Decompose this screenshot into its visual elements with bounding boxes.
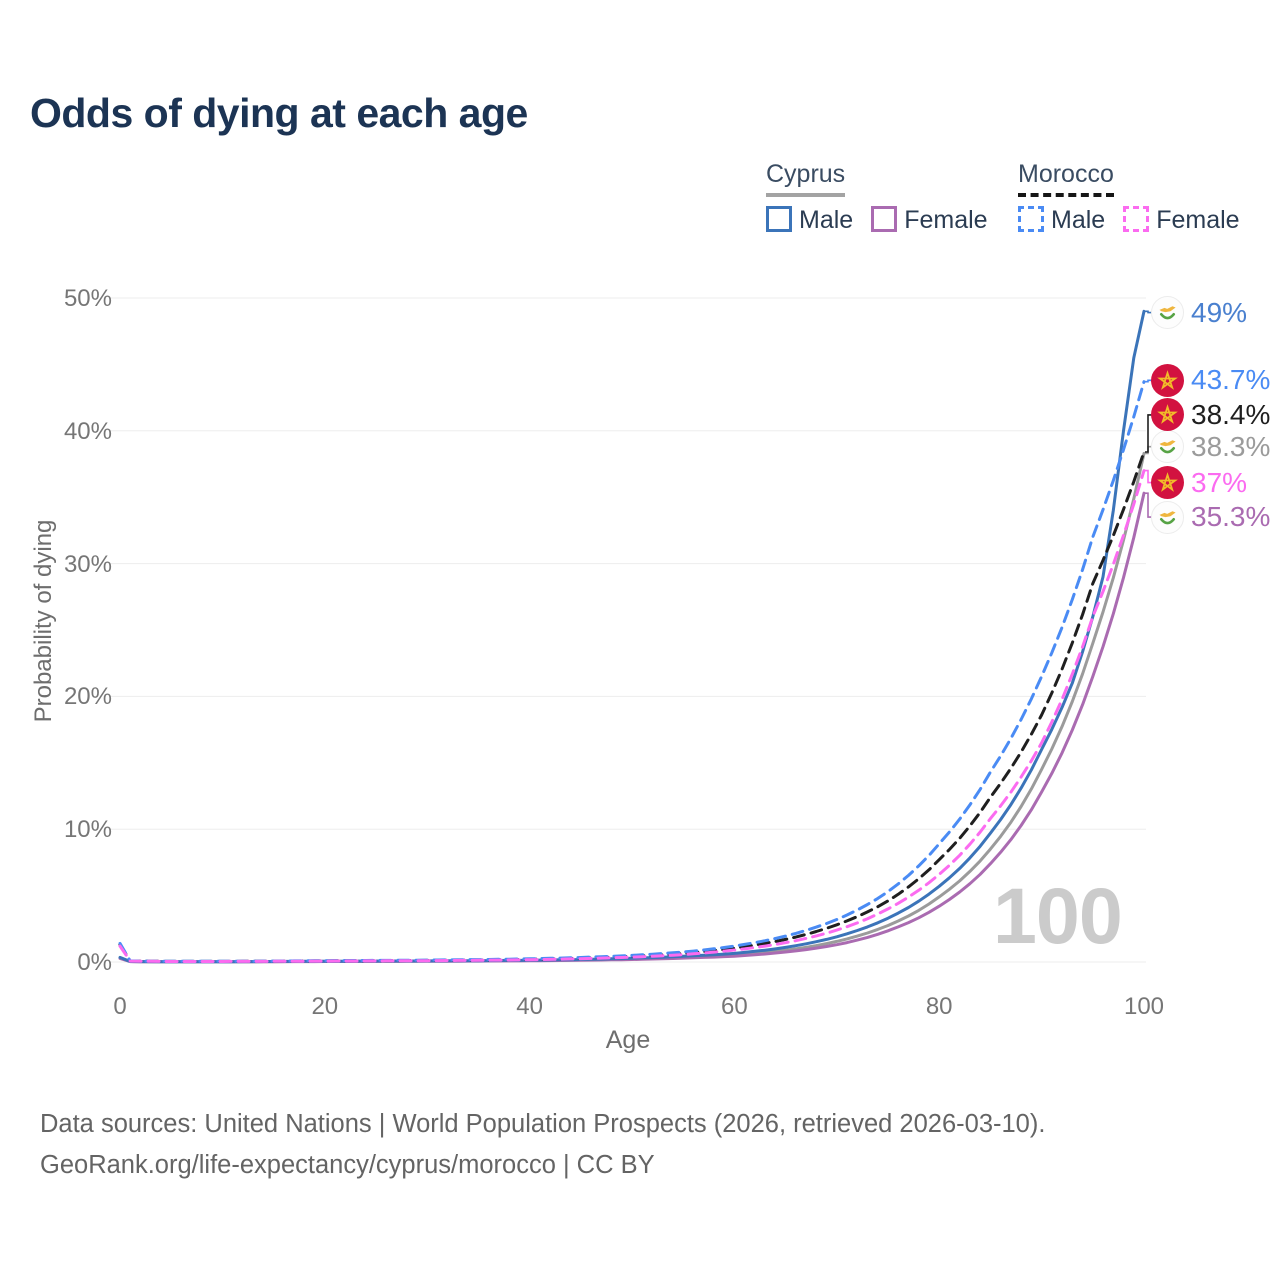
series-line-cyprus-total <box>118 451 1146 964</box>
legend-group-cyprus: Cyprus Male Female <box>766 160 1006 235</box>
morocco-flag-icon <box>1151 466 1184 500</box>
label-connector-cyprus-male <box>1145 310 1152 314</box>
legend-swatch-cyprus-female[interactable] <box>871 206 898 232</box>
end-label-value-morocco-total: 38.4% <box>1191 398 1271 430</box>
end-label-morocco-male: 43.7% <box>1151 363 1270 397</box>
label-connector-cyprus-female <box>1145 492 1152 518</box>
end-label-morocco-female: 37% <box>1151 466 1247 500</box>
legend-label-cyprus-male: Male <box>799 206 854 234</box>
attribution-line: GeoRank.org/life-expectancy/cyprus/moroc… <box>40 1151 655 1179</box>
x-tick-100: 100 <box>1123 993 1165 1020</box>
end-label-value-morocco-male: 43.7% <box>1191 364 1271 396</box>
end-label-value-cyprus-total: 38.3% <box>1191 430 1271 462</box>
label-connector-morocco-total <box>1145 414 1152 453</box>
x-tick-0: 0 <box>113 993 127 1020</box>
morocco-flag-icon <box>1151 363 1184 397</box>
y-tick-50: 50% <box>63 285 112 312</box>
end-label-value-morocco-female: 37% <box>1191 466 1248 498</box>
cyprus-flag-icon <box>1151 430 1184 464</box>
y-tick-10: 10% <box>63 816 112 844</box>
legend-swatch-morocco-male[interactable] <box>1018 206 1044 232</box>
end-label-value-cyprus-male: 49% <box>1191 296 1248 328</box>
cyprus-flag-icon <box>1151 296 1184 330</box>
end-label-cyprus-female: 35.3% <box>1151 500 1270 534</box>
x-tick-20: 20 <box>311 993 339 1020</box>
x-tick-40: 40 <box>516 993 543 1020</box>
cyprus-flag-icon <box>1151 500 1184 534</box>
series-line-morocco-female <box>118 469 1146 963</box>
end-label-cyprus-male: 49% <box>1151 296 1247 330</box>
x-tick-80: 80 <box>925 993 953 1020</box>
x-axis-title: Age <box>605 1026 651 1054</box>
legend-swatch-cyprus-male[interactable] <box>766 206 792 232</box>
legend-group-morocco: Morocco Male Female <box>1018 160 1258 235</box>
age-counter-watermark: 100 <box>993 871 1123 960</box>
label-connector-morocco-male <box>1145 379 1152 383</box>
legend-country-cyprus: Cyprus <box>766 160 846 197</box>
morocco-flag-icon <box>1151 398 1184 432</box>
legend-label-cyprus-female: Female <box>904 206 988 234</box>
y-tick-0: 0% <box>77 949 112 976</box>
y-tick-40: 40% <box>63 417 112 445</box>
legend-label-morocco-female: Female <box>1156 206 1240 234</box>
series-line-morocco-male <box>118 380 1146 963</box>
end-label-cyprus-total: 38.3% <box>1151 430 1270 464</box>
series-line-morocco-total <box>118 450 1146 963</box>
footer: Data sources: United Nations | World Pop… <box>40 1104 1045 1186</box>
legend-item-cyprus-female[interactable]: Female <box>871 206 1005 234</box>
legend-label-morocco-male: Male <box>1051 206 1106 234</box>
legend-item-morocco-male[interactable]: Male <box>1018 206 1123 234</box>
end-label-value-cyprus-female: 35.3% <box>1191 501 1271 533</box>
x-tick-60: 60 <box>721 993 748 1020</box>
legend-swatch-morocco-female[interactable] <box>1123 206 1150 232</box>
end-label-morocco-total: 38.4% <box>1151 398 1270 432</box>
data-source-line: Data sources: United Nations | World Pop… <box>40 1110 1046 1138</box>
label-connector-morocco-female <box>1145 469 1152 484</box>
legend-item-cyprus-male[interactable]: Male <box>766 206 871 234</box>
y-tick-30: 30% <box>63 550 112 578</box>
legend-item-morocco-female[interactable]: Female <box>1123 206 1257 234</box>
page-title: Odds of dying at each age <box>30 90 528 136</box>
y-tick-20: 20% <box>63 683 112 711</box>
legend-country-morocco: Morocco <box>1018 160 1114 197</box>
